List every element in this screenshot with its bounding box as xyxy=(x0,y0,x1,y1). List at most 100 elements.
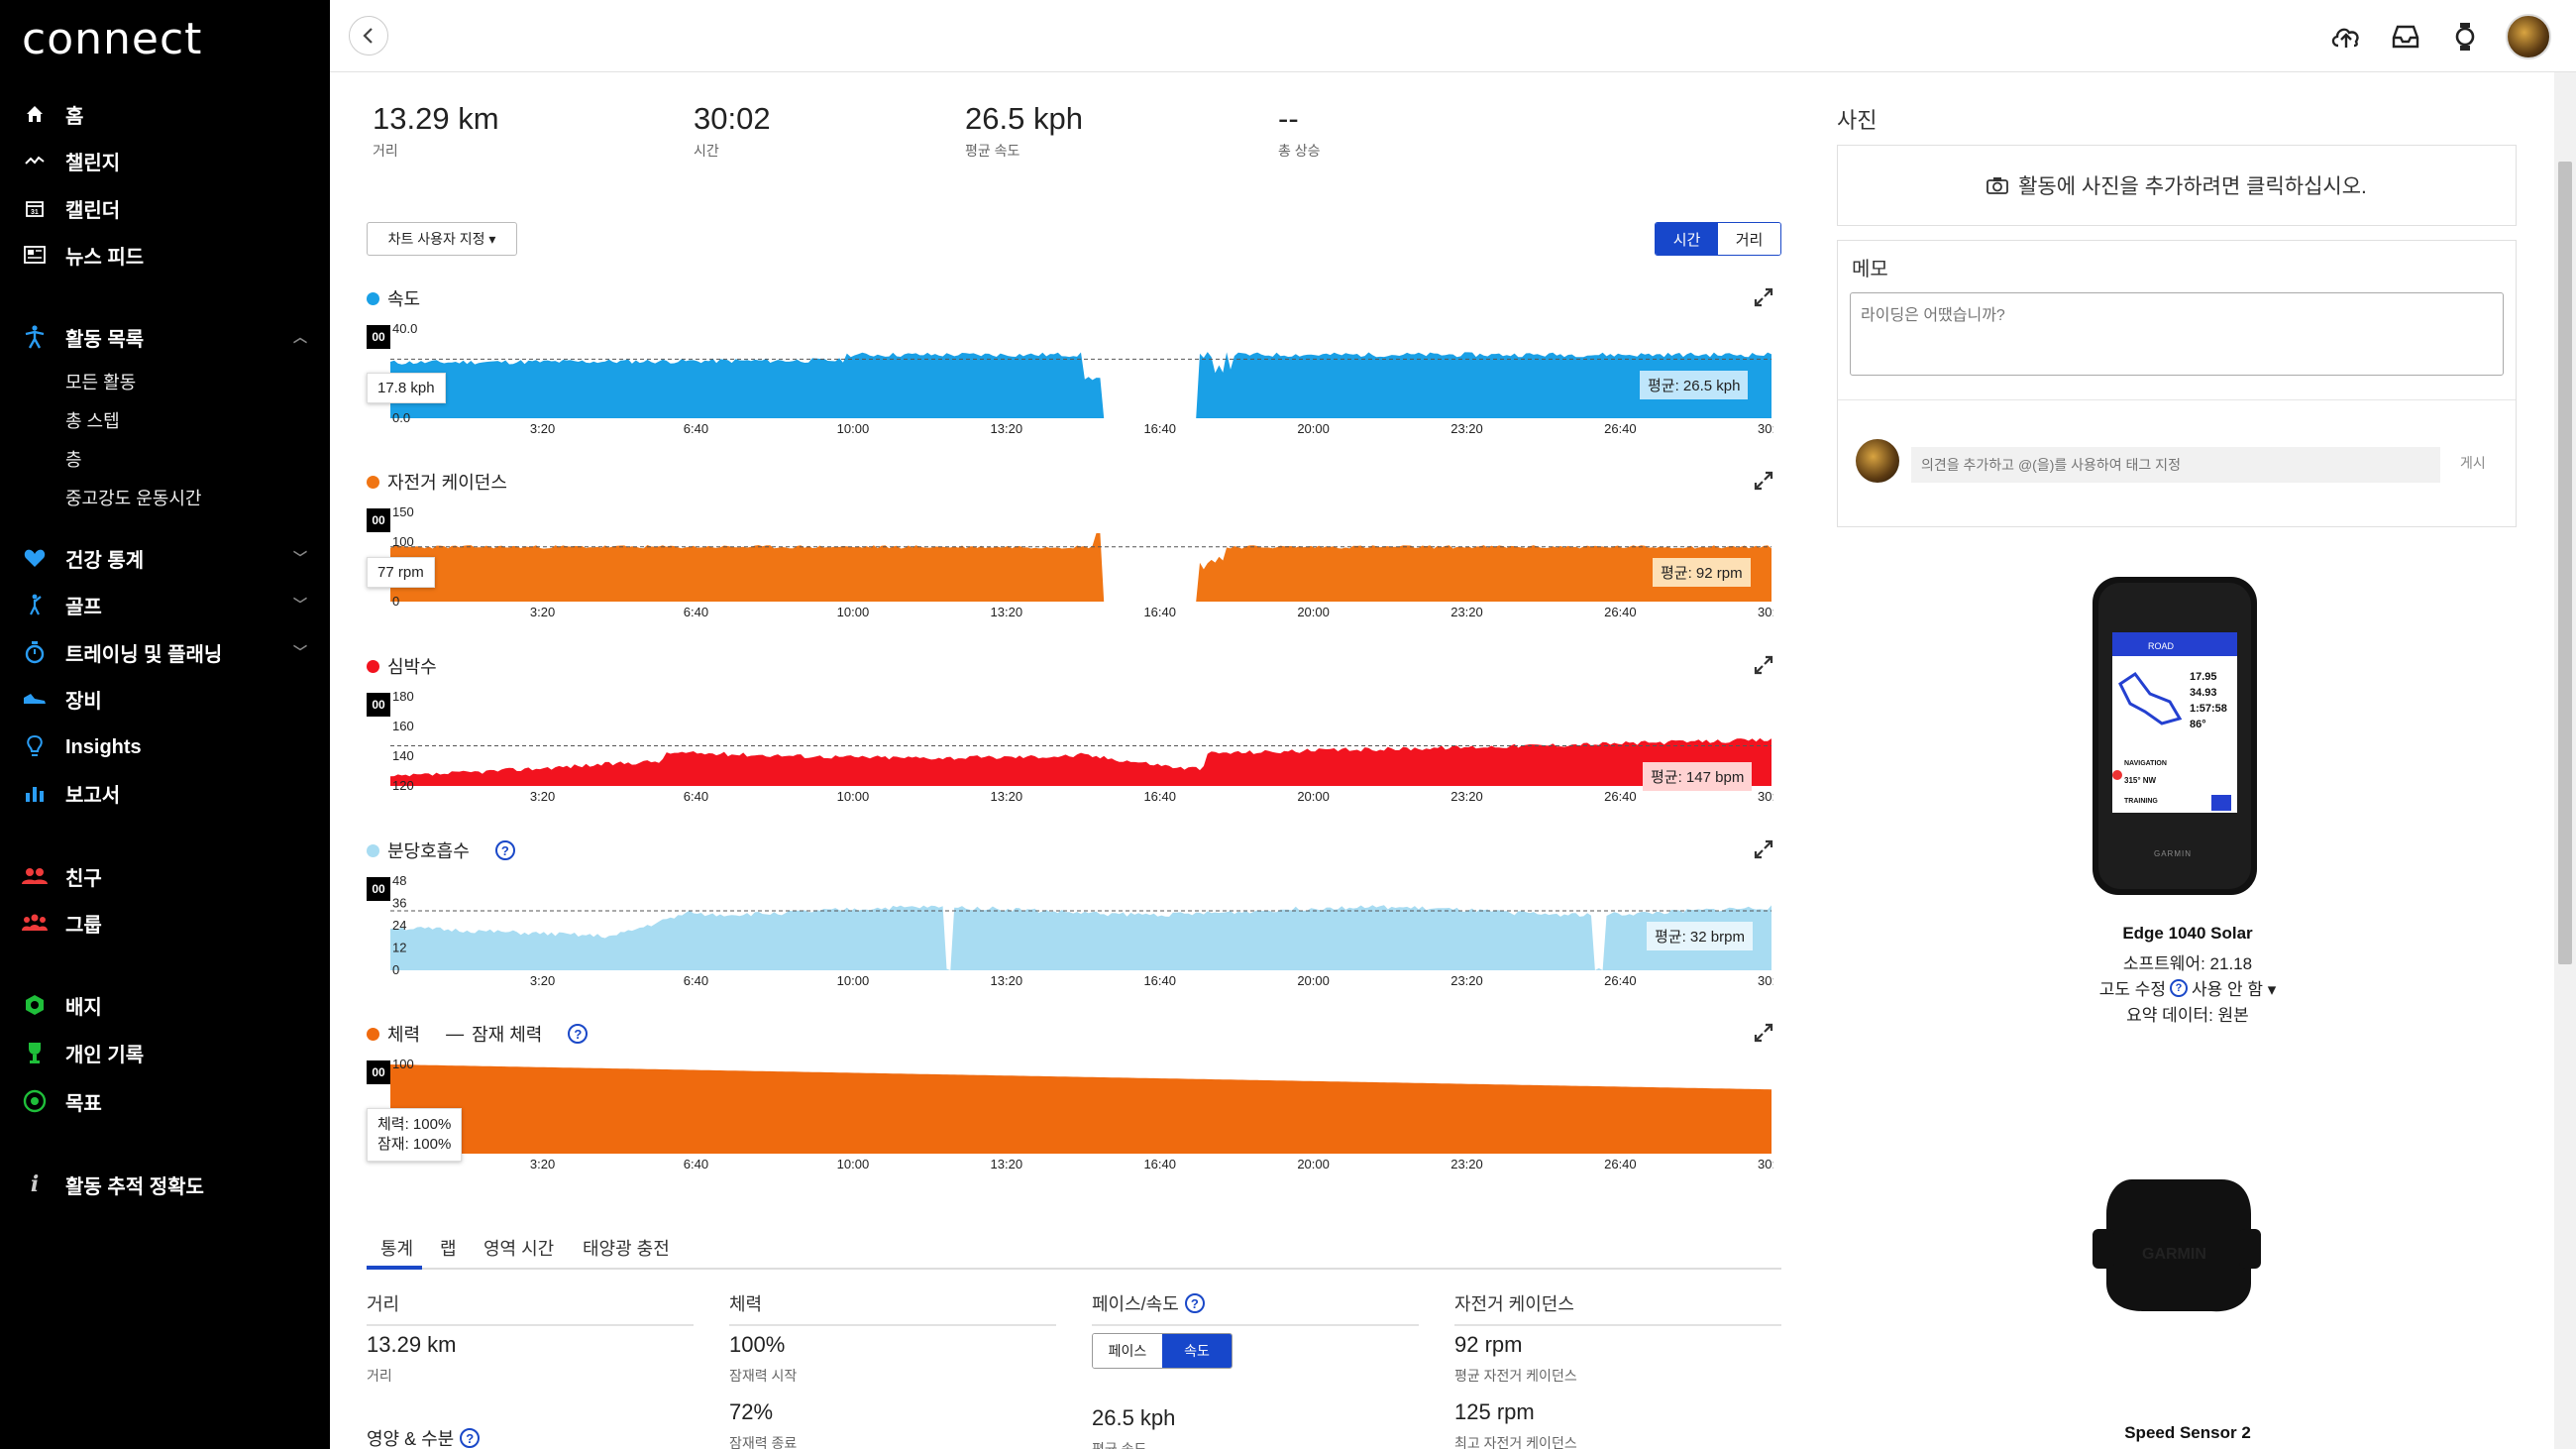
cadence-avg-label: 평균: 92 rpm xyxy=(1653,558,1751,587)
sidebar-item-groups[interactable]: 그룹 xyxy=(0,903,330,943)
speed-chart[interactable]: 40.0 0.0 3:20 6:40 10:00 13:20 16:40 20:00 23:20… xyxy=(367,319,1773,438)
respiration-chart[interactable]: 48 36 24 12 0 3:20 6:40 10:00 13:20 16:40 20:00 23:… xyxy=(367,871,1773,990)
chart-title-heartrate: 심박수 xyxy=(367,653,437,679)
x-tick-label: 13:20 xyxy=(991,973,1023,988)
chevron-up-icon[interactable]: ︿ xyxy=(293,329,307,345)
sidebar-item-reports[interactable]: 보고서 xyxy=(0,773,330,813)
help-icon[interactable]: ? xyxy=(2170,978,2189,997)
summary-time-label: 시간 xyxy=(694,143,719,159)
tab-laps[interactable]: 랩 xyxy=(440,1239,457,1259)
speed-sensor-image[interactable]: GARMIN xyxy=(2093,1174,2261,1318)
tab-active-indicator xyxy=(367,1266,422,1270)
memo-section: 메모 게시 xyxy=(1837,240,2517,527)
tab-zones[interactable]: 영역 시간 xyxy=(483,1239,555,1259)
sidebar-sub-floors[interactable]: 층 xyxy=(65,450,82,470)
comment-input[interactable] xyxy=(1911,447,2440,483)
stats-cadence-max-label: 최고 자전거 케이던스 xyxy=(1454,1435,1577,1449)
chevron-down-icon[interactable]: ﹀ xyxy=(293,550,307,566)
y-tick-label: 36 xyxy=(392,896,406,911)
toggle-pace[interactable]: 페이스 xyxy=(1093,1334,1162,1368)
series-area xyxy=(390,352,1771,418)
calendar-icon: 31 xyxy=(22,195,48,221)
post-button[interactable]: 게시 xyxy=(2460,455,2486,471)
chevron-down-icon[interactable]: ﹀ xyxy=(293,597,307,613)
tab-stats[interactable]: 통계 xyxy=(380,1239,414,1259)
device-name[interactable]: Edge 1040 Solar xyxy=(2122,924,2253,943)
upload-icon[interactable] xyxy=(2327,18,2365,56)
user-avatar[interactable] xyxy=(2506,14,2551,59)
sidebar-item-friends[interactable]: 친구 xyxy=(0,856,330,896)
sidebar-sub-steps[interactable]: 총 스텝 xyxy=(65,411,120,431)
y-tick-label: 0.0 xyxy=(392,410,410,425)
x-tick-label: 10:00 xyxy=(837,1157,870,1171)
stats-stamina-start-value: 100% xyxy=(729,1332,786,1357)
sidebar: connect 홈 챌린지 31 캘린더 뉴스 피드 활동 목록 ︿ 모든 활동… xyxy=(0,0,330,1449)
heartrate-chart[interactable]: 180 160 140 120 3:20 6:40 10:00 13:20 16:40 20:00… xyxy=(367,687,1773,806)
x-tick-label: 26:40 xyxy=(1604,789,1637,804)
x-tick-label: 3:20 xyxy=(530,1157,555,1171)
info-icon: i xyxy=(30,1171,40,1197)
chevron-down-icon[interactable]: ﹀ xyxy=(293,644,307,660)
time-distance-toggle[interactable]: 시간 거리 xyxy=(1655,222,1781,256)
device-screen-training: TRAINING xyxy=(2124,798,2158,805)
help-icon[interactable]: ? xyxy=(494,840,515,860)
help-icon[interactable]: ? xyxy=(1184,1293,1205,1313)
sidebar-item-gear[interactable]: 장비 xyxy=(0,679,330,719)
sensor-name[interactable]: Speed Sensor 2 xyxy=(2124,1423,2251,1442)
sidebar-item-health-stats[interactable]: 건강 통계 ﹀ xyxy=(0,538,330,578)
scrollbar[interactable] xyxy=(2554,72,2576,1449)
svg-text:31: 31 xyxy=(31,209,39,216)
y-tick-label: 100 xyxy=(392,534,414,549)
watch-icon[interactable] xyxy=(2446,18,2484,56)
expand-icon[interactable] xyxy=(1754,471,1773,491)
toggle-time[interactable]: 시간 xyxy=(1656,223,1718,255)
sidebar-item-activities[interactable]: 활동 목록 ︿ xyxy=(0,317,330,357)
device-software: 소프트웨어: 21.18 xyxy=(2122,954,2253,973)
expand-icon[interactable] xyxy=(1754,287,1773,307)
device-screen-direction: 315° NW xyxy=(2124,776,2157,785)
x-tick-label: 20:00 xyxy=(1297,1157,1330,1171)
stamina-chart[interactable]: 10003:206:4010:0013:2016:4020:0023:2026:… xyxy=(367,1055,1773,1173)
sidebar-item-calendar[interactable]: 31 캘린더 xyxy=(0,188,330,228)
back-button[interactable] xyxy=(349,16,388,56)
help-icon[interactable]: ? xyxy=(568,1024,589,1044)
tab-solar[interactable]: 태양광 충전 xyxy=(583,1239,670,1259)
scrollbar-thumb[interactable] xyxy=(2558,162,2572,964)
x-tick-label: 13:20 xyxy=(991,1157,1023,1171)
inbox-icon[interactable] xyxy=(2387,18,2424,56)
cadence-chart[interactable]: 150 100 0 3:20 6:40 10:00 13:20 16:40 20:00 23:20… xyxy=(367,502,1773,621)
badge-icon xyxy=(22,992,48,1018)
add-photo-button[interactable]: 활동에 사진을 추가하려면 클릭하십시오. xyxy=(1837,145,2517,226)
help-icon[interactable]: ? xyxy=(460,1428,481,1448)
sidebar-item-tracking-accuracy[interactable]: i 활동 추적 정확도 xyxy=(0,1165,330,1204)
x-tick-label: 30:00 xyxy=(1758,973,1773,988)
sidebar-item-challenges[interactable]: 챌린지 xyxy=(0,141,330,180)
customize-charts-button[interactable]: 차트 사용자 지정 ▾ xyxy=(367,222,517,256)
sidebar-item-badges[interactable]: 배지 xyxy=(0,985,330,1025)
summary-distance-value: 13.29 km xyxy=(373,101,499,136)
x-tick-label: 30:00 xyxy=(1758,789,1773,804)
cursor-marker: 00 xyxy=(367,325,390,349)
altitude-dropdown[interactable]: 사용 안 함 ▾ xyxy=(2192,980,2277,999)
connect-logo[interactable]: connect xyxy=(22,14,203,64)
device-altitude: 고도 수정? 사용 안 함 ▾ xyxy=(1989,975,2386,1000)
memo-input[interactable] xyxy=(1850,292,2504,376)
stats-cadence-avg-label: 평균 자전거 케이던스 xyxy=(1454,1368,1577,1384)
sidebar-item-newsfeed[interactable]: 뉴스 피드 xyxy=(0,235,330,275)
edge-1040-device-image[interactable]: ROAD 17.95 34.93 1:57:58 86° NAVIGATION … xyxy=(2091,575,2259,897)
sidebar-sub-intensity-minutes[interactable]: 중고강도 운동시간 xyxy=(65,489,202,508)
sidebar-item-home[interactable]: 홈 xyxy=(0,94,330,134)
toggle-speed[interactable]: 속도 xyxy=(1162,1334,1232,1368)
sidebar-item-records[interactable]: 개인 기록 xyxy=(0,1033,330,1072)
pace-speed-toggle[interactable]: 페이스 속도 xyxy=(1092,1333,1233,1369)
expand-icon[interactable] xyxy=(1754,1023,1773,1043)
sidebar-item-insights[interactable]: Insights xyxy=(0,727,330,767)
sidebar-item-goals[interactable]: 목표 xyxy=(0,1081,330,1121)
toggle-distance[interactable]: 거리 xyxy=(1718,223,1780,255)
sidebar-item-training[interactable]: 트레이닝 및 플래닝 ﹀ xyxy=(0,632,330,672)
sidebar-item-golf[interactable]: 골프 ﹀ xyxy=(0,585,330,624)
expand-icon[interactable] xyxy=(1754,655,1773,675)
sidebar-sub-all-activities[interactable]: 모든 활동 xyxy=(65,373,137,392)
golf-icon xyxy=(22,592,48,617)
expand-icon[interactable] xyxy=(1754,839,1773,859)
